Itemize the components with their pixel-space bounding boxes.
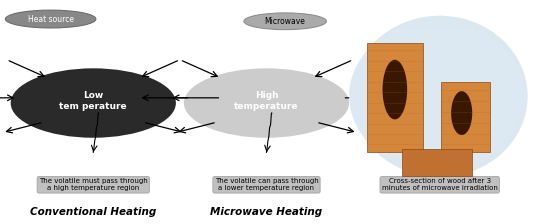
Text: Conventional Heating: Conventional Heating (30, 207, 156, 217)
Polygon shape (441, 82, 490, 152)
Text: Cross-section of wood after 3
minutes of microwave irradiation: Cross-section of wood after 3 minutes of… (382, 178, 498, 191)
Ellipse shape (349, 22, 525, 170)
Ellipse shape (221, 84, 312, 122)
Polygon shape (402, 149, 472, 176)
Ellipse shape (184, 68, 349, 138)
Polygon shape (367, 43, 423, 152)
Text: Microwave: Microwave (265, 17, 305, 26)
Ellipse shape (239, 91, 294, 115)
Text: Microwave Heating: Microwave Heating (211, 207, 322, 217)
Ellipse shape (5, 10, 96, 28)
Text: The volatile can pass through
a lower temperature region: The volatile can pass through a lower te… (215, 178, 318, 191)
Ellipse shape (383, 60, 407, 119)
Ellipse shape (244, 13, 326, 30)
Ellipse shape (203, 76, 330, 130)
Ellipse shape (11, 68, 176, 138)
Text: High
temperature: High temperature (234, 91, 299, 111)
Ellipse shape (66, 91, 121, 115)
Ellipse shape (48, 84, 139, 122)
Text: Heat source: Heat source (28, 15, 74, 24)
Ellipse shape (352, 16, 528, 177)
Ellipse shape (451, 91, 472, 135)
Text: The volatile must pass through
a high temperature region: The volatile must pass through a high te… (39, 178, 148, 191)
Text: Low
tem perature: Low tem perature (60, 91, 127, 111)
Ellipse shape (29, 76, 157, 130)
